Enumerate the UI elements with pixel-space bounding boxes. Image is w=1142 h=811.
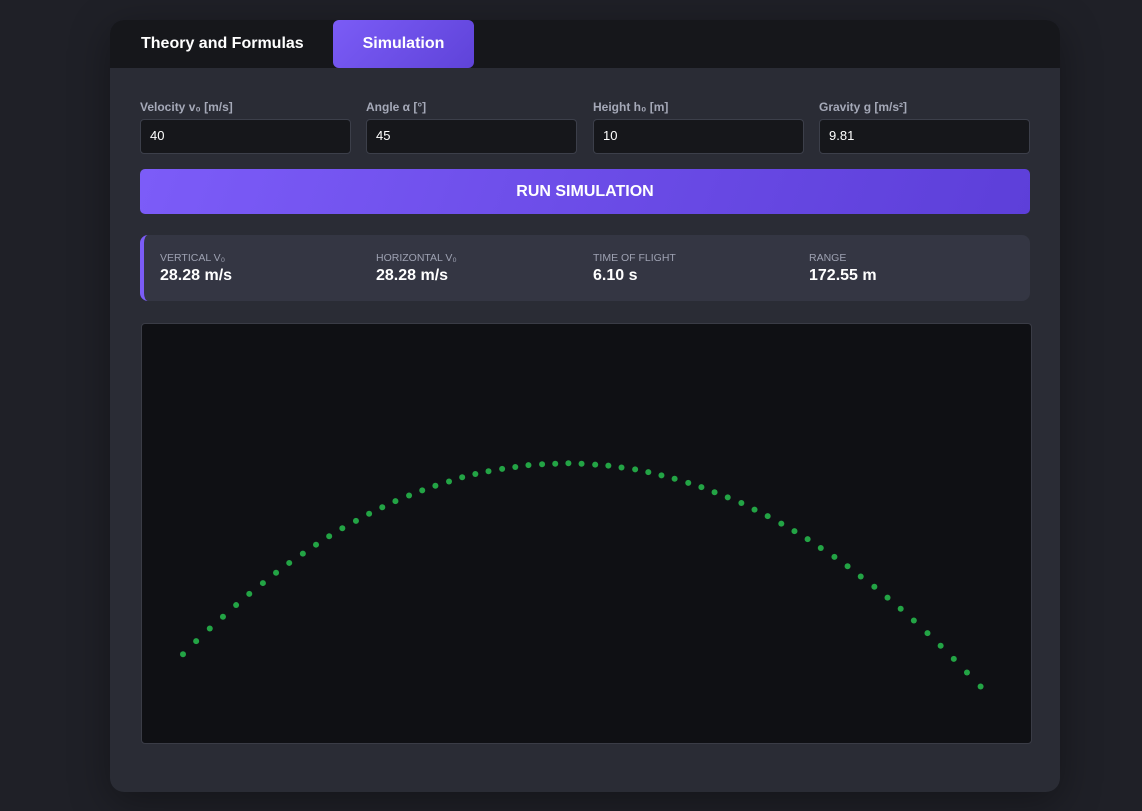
trajectory-dot <box>751 506 758 513</box>
trajectory-dot <box>711 489 718 496</box>
trajectory-dot <box>924 630 931 637</box>
trajectory-dot <box>352 517 359 524</box>
trajectory-dot <box>791 528 798 535</box>
trajectory-dot <box>206 625 213 632</box>
trajectory-dot <box>472 471 479 478</box>
trajectory-dot <box>764 513 771 520</box>
trajectory-dot <box>817 544 824 551</box>
result-value: 28.28 m/s <box>376 267 449 284</box>
trajectory-dot <box>552 460 559 467</box>
run-button[interactable]: RUN SIMULATION <box>140 169 1030 214</box>
results-panel: VERTICAL V₀ 28.28 m/s HORIZONTAL V₀ 28.2… <box>140 235 1030 301</box>
result: VERTICAL V₀ 28.28 m/s <box>160 252 232 285</box>
trajectory-dot <box>565 460 572 467</box>
result-label: RANGE <box>809 252 847 264</box>
field-label: Gravity g [m/s²] <box>819 100 908 114</box>
simulator-card: Theory and Formulas Simulation Velocity … <box>110 20 1060 792</box>
trajectory-dot <box>645 469 652 476</box>
trajectory-dot <box>724 494 731 501</box>
result-label: HORIZONTAL V₀ <box>376 252 457 264</box>
trajectory-dot <box>738 500 745 507</box>
field: Angle α [°] 45 <box>366 100 577 154</box>
trajectory-dot <box>233 602 240 609</box>
trajectory-dot <box>525 462 532 469</box>
trajectory-dot <box>313 541 320 548</box>
trajectory-dot <box>339 525 346 532</box>
trajectory-dot <box>499 465 506 472</box>
result-label: TIME OF FLIGHT <box>593 252 676 264</box>
result: RANGE 172.55 m <box>809 252 877 285</box>
text-input[interactable]: 40 <box>140 119 351 154</box>
trajectory-dot <box>884 594 891 601</box>
trajectory-dot <box>632 466 639 473</box>
trajectory-dot <box>618 464 625 471</box>
trajectory-dot <box>366 510 373 517</box>
result: TIME OF FLIGHT 6.10 s <box>593 252 676 285</box>
trajectory-dot <box>193 638 200 645</box>
trajectory-dot <box>286 559 293 566</box>
trajectory-dot <box>446 478 453 485</box>
trajectory-dot <box>605 462 612 469</box>
trajectory-dot <box>963 669 970 676</box>
trajectory-dot <box>326 533 333 540</box>
trajectory-dot <box>246 590 253 597</box>
trajectory-dot <box>512 464 519 470</box>
trajectory-dot <box>685 479 692 486</box>
field: Gravity g [m/s²] 9.81 <box>819 100 1030 154</box>
trajectory-dot <box>379 504 386 511</box>
tab-bar: Theory and Formulas Simulation <box>110 20 1060 68</box>
trajectory-plot <box>180 460 984 690</box>
trajectory-dot <box>432 482 439 489</box>
trajectory-dot <box>937 642 944 649</box>
tab[interactable]: Theory and Formulas <box>141 35 304 52</box>
trajectory-dot <box>419 487 426 494</box>
trajectory-canvas <box>141 323 1032 744</box>
text-input[interactable]: 9.81 <box>819 119 1030 154</box>
field: Velocity v₀ [m/s] 40 <box>140 100 351 154</box>
trajectory-dot <box>698 484 705 491</box>
trajectory-dot <box>459 474 466 481</box>
trajectory-dot <box>950 655 957 662</box>
trajectory-dot <box>844 563 851 570</box>
trajectory-dot <box>804 536 811 543</box>
trajectory-dot <box>219 613 226 620</box>
trajectory-dot <box>406 492 413 499</box>
field: Height h₀ [m] 10 <box>593 100 804 154</box>
field-label: Velocity v₀ [m/s] <box>140 100 233 114</box>
result-label: VERTICAL V₀ <box>160 252 226 264</box>
field-label: Height h₀ [m] <box>593 100 669 114</box>
trajectory-dot <box>592 461 599 468</box>
trajectory-dot <box>485 468 492 475</box>
trajectory-dot <box>910 617 917 624</box>
trajectory-dot <box>831 553 838 560</box>
trajectory-dot <box>392 498 399 505</box>
tab-active[interactable]: Simulation <box>333 20 474 68</box>
trajectory-dot <box>778 520 785 527</box>
trajectory-dot <box>273 569 280 576</box>
result-value: 28.28 m/s <box>160 267 233 284</box>
trajectory-dot <box>658 472 665 479</box>
text-input[interactable]: 45 <box>366 119 577 154</box>
trajectory-dot <box>871 583 878 590</box>
trajectory-dot <box>857 573 864 580</box>
trajectory-dot <box>180 651 186 658</box>
result: HORIZONTAL V₀ 28.28 m/s <box>376 252 457 285</box>
trajectory-dot <box>539 461 546 468</box>
result-value: 172.55 m <box>809 267 877 284</box>
text-input[interactable]: 10 <box>593 119 804 154</box>
trajectory-dot <box>299 550 306 557</box>
trajectory-dot <box>977 683 984 690</box>
trajectory-dot <box>671 475 678 482</box>
trajectory-dot <box>897 605 904 612</box>
field-label: Angle α [°] <box>366 100 427 114</box>
result-value: 6.10 s <box>593 267 638 284</box>
trajectory-dot <box>259 580 266 587</box>
trajectory-dot <box>578 460 585 467</box>
